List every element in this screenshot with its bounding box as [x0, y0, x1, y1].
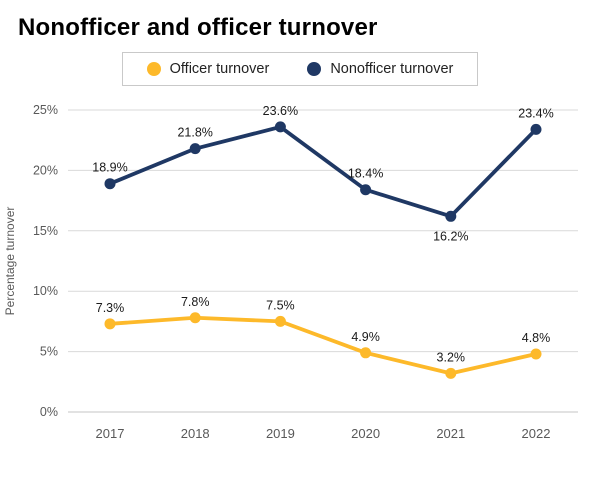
y-tick-label: 25%	[33, 103, 58, 117]
y-tick-label: 5%	[40, 345, 58, 359]
data-label: 7.8%	[181, 295, 210, 309]
data-label: 23.6%	[263, 104, 298, 118]
data-point-nonofficer-turnover	[530, 123, 542, 135]
data-label: 3.2%	[437, 350, 466, 364]
y-tick-label: 0%	[40, 405, 58, 419]
chart-title: Nonofficer and officer turnover	[18, 14, 378, 41]
data-point-nonofficer-turnover	[445, 210, 457, 222]
series-line-nonofficer-turnover	[108, 125, 538, 219]
x-tick-label: 2019	[266, 426, 295, 441]
data-point-officer-turnover	[360, 347, 372, 359]
y-tick-label: 10%	[33, 284, 58, 298]
legend-item-nonofficer-turnover: Nonofficer turnover	[307, 61, 453, 77]
legend-row: Officer turnover Nonofficer turnover	[0, 52, 600, 86]
data-label: 4.9%	[351, 330, 380, 344]
data-point-nonofficer-turnover	[274, 121, 286, 133]
data-label: 7.5%	[266, 298, 295, 312]
data-label: 21.8%	[177, 126, 212, 140]
x-tick-label: 2022	[522, 426, 551, 441]
data-point-nonofficer-turnover	[360, 184, 372, 196]
data-point-officer-turnover	[445, 367, 457, 379]
legend-item-officer-turnover: Officer turnover	[146, 61, 270, 77]
x-tick-label: 2020	[351, 426, 380, 441]
legend-dot-officer-icon	[146, 62, 161, 76]
line-chart: 0% 5% 10% 15% 20% 25% 2017 2018 2019 2020 2021 2022…	[3, 103, 578, 441]
x-tick-label: 2018	[181, 426, 210, 441]
legend-label-nonofficer: Nonofficer turnover	[330, 61, 454, 77]
data-point-nonofficer-turnover	[104, 178, 116, 190]
data-label: 4.8%	[522, 331, 551, 345]
data-point-nonofficer-turnover	[189, 143, 201, 155]
data-label: 18.9%	[92, 161, 127, 175]
data-label: 23.4%	[518, 106, 553, 120]
series-line-officer-turnover	[108, 315, 538, 376]
data-point-officer-turnover	[104, 318, 116, 330]
y-axis-title: Percentage turnover	[3, 207, 17, 316]
data-point-officer-turnover	[274, 315, 286, 327]
data-label: 18.4%	[348, 167, 383, 181]
data-point-officer-turnover	[189, 312, 201, 324]
data-point-officer-turnover	[530, 348, 542, 360]
y-tick-label: 20%	[33, 163, 58, 177]
data-label: 16.2%	[433, 229, 468, 243]
chart-area: 0% 5% 10% 15% 20% 25% 2017 2018 2019 2020 2021 2022…	[0, 90, 600, 465]
legend-label-officer: Officer turnover	[169, 61, 270, 77]
data-label: 7.3%	[96, 301, 125, 315]
legend-dot-nonofficer-icon	[307, 62, 322, 76]
x-tick-label: 2017	[96, 426, 125, 441]
x-tick-label: 2021	[436, 426, 465, 441]
y-tick-label: 15%	[33, 224, 58, 238]
legend-box: Officer turnover Nonofficer turnover	[121, 52, 479, 86]
